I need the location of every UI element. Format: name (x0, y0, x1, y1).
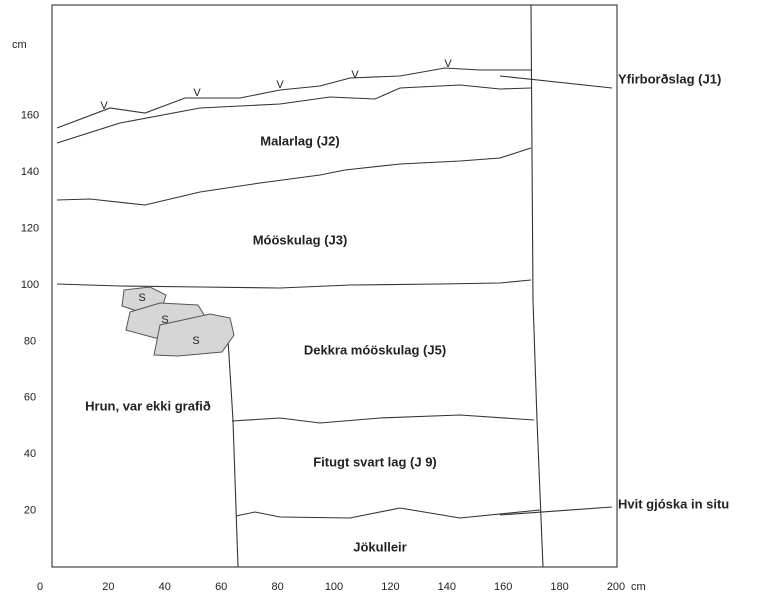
x-unit: cm (631, 581, 646, 593)
collapse-note: Hrun, var ekki grafið (85, 398, 211, 413)
x-tick-label: 40 (159, 581, 171, 593)
pit-wall (227, 339, 239, 568)
y-tick-label: 160 (21, 110, 39, 122)
surface-mark: V (100, 100, 108, 112)
x-tick-label: 140 (438, 581, 456, 593)
x-tick-label: 0 (37, 581, 43, 593)
boundary-line (235, 507, 541, 519)
x-tick-label: 200 (607, 581, 625, 593)
boundary-line (231, 414, 535, 424)
y-tick-label: 20 (24, 505, 36, 517)
x-tick-label: 160 (494, 581, 512, 593)
y-tick-label: 80 (24, 335, 36, 347)
callout-line (499, 75, 613, 89)
layer-label: Dekkra móöskulag (J5) (304, 342, 446, 357)
surface-mark: V (351, 69, 359, 81)
stone (153, 313, 235, 357)
layer-label: Jökulleir (353, 539, 406, 554)
layer-lines (56, 4, 613, 568)
y-tick-label: 60 (24, 392, 36, 404)
callout-line (499, 506, 613, 516)
boundary-line (56, 84, 532, 144)
stone-label: S (138, 292, 145, 304)
layer-label: Fitugt svart lag (J 9) (313, 454, 437, 469)
layer-label: Móöskulag (J3) (253, 232, 348, 247)
y-tick-label: 120 (21, 223, 39, 235)
x-tick-label: 120 (381, 581, 399, 593)
stone-label: S (161, 314, 168, 326)
y-tick-label: 40 (24, 448, 36, 460)
callout-label: Yfirborðslag (J1) (618, 71, 721, 86)
x-tick-label: 80 (271, 581, 283, 593)
x-tick-label: 60 (215, 581, 227, 593)
y-tick-label: 100 (21, 279, 39, 291)
boundary-line (56, 279, 532, 289)
x-tick-label: 180 (550, 581, 568, 593)
surface-line (56, 67, 531, 129)
surface-mark: V (193, 87, 201, 99)
layer-label: Malarlag (J2) (260, 133, 339, 148)
x-tick-label: 100 (325, 581, 343, 593)
y-tick-label: 140 (21, 166, 39, 178)
y-unit: cm (12, 39, 27, 51)
callout-label: Hvit gjóska in situ (618, 496, 729, 511)
stone-label: S (192, 335, 199, 347)
x-tick-label: 20 (102, 581, 114, 593)
surface-mark: V (276, 79, 284, 91)
boundary-line (56, 147, 532, 206)
surface-mark: V (444, 58, 452, 70)
frame (51, 4, 618, 568)
section-edge (530, 4, 544, 568)
